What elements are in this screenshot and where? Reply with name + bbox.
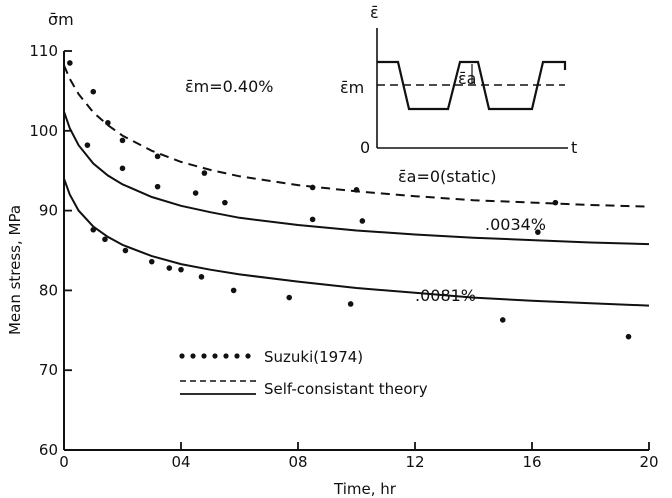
data-point [359, 218, 366, 224]
series-line-2 [63, 111, 650, 246]
legend-label-theory: Self-consistant theory [264, 380, 428, 398]
legend-dot [234, 353, 240, 359]
legend: Suzuki(1974) Self-consistant theory [179, 348, 428, 398]
inset-y-symbol: ε̄ [370, 3, 379, 22]
data-point [166, 265, 173, 271]
data-point [84, 142, 91, 148]
inset-amplitude-label: ε̄a [458, 69, 476, 88]
legend-label-suzuki: Suzuki(1974) [264, 348, 363, 366]
data-point [201, 170, 208, 176]
legend-dots-marker [179, 353, 251, 359]
x-tick-label: 12 [405, 453, 424, 471]
inset-origin-label: 0 [360, 138, 370, 157]
mean-strain-annotation: ε̄m=0.40% [185, 77, 273, 96]
data-point [90, 88, 97, 95]
x-tick-label: 08 [288, 453, 307, 471]
legend-dot [245, 353, 251, 359]
legend-dot [179, 353, 185, 359]
data-point [535, 229, 541, 235]
y-tick-label: 70 [39, 361, 58, 379]
curve-label-static: ε̄a=0(static) [398, 167, 496, 186]
y-axis-label: Mean stress, MPa [6, 205, 24, 335]
legend-dot [212, 353, 218, 359]
data-point [552, 199, 559, 206]
data-point [154, 153, 161, 160]
data-point [230, 287, 237, 294]
curve-label-0081: .0081% [415, 286, 476, 305]
x-tick-label: 16 [522, 453, 541, 471]
x-tick-label: 04 [171, 453, 190, 471]
inset-mean-label: ε̄m [340, 78, 364, 97]
data-point [119, 165, 126, 172]
data-point [222, 199, 228, 206]
data-point [105, 120, 111, 126]
y-axis-symbol: σ̄m [48, 10, 74, 29]
curves [63, 65, 650, 307]
y-tick-label: 100 [29, 122, 58, 140]
data-point [119, 137, 126, 144]
data-point [198, 274, 205, 280]
x-tick-label: 0 [59, 453, 69, 471]
series-line-3 [63, 178, 650, 307]
data-point [154, 183, 161, 190]
inset-x-label: t [571, 138, 577, 157]
data-point [90, 226, 97, 233]
data-point [353, 187, 360, 193]
data-point [309, 216, 316, 223]
y-tick-label: 60 [39, 441, 58, 459]
y-tick-label: 80 [39, 281, 58, 299]
legend-dot [223, 353, 229, 359]
data-point [67, 60, 73, 66]
data-point [309, 184, 316, 191]
series-line-1 [63, 65, 650, 208]
inset-diagram: ε̄ ε̄m ε̄a 0 t [340, 3, 577, 157]
legend-dot [201, 353, 207, 359]
data-point [102, 236, 108, 243]
data-point [286, 294, 293, 301]
data-point [178, 266, 184, 273]
data-point [625, 333, 632, 340]
x-axis-label: Time, hr [333, 480, 397, 498]
y-tick-label: 110 [29, 42, 58, 60]
inset-waveform [377, 60, 567, 111]
data-point [192, 190, 199, 196]
y-tick-label: 90 [39, 202, 58, 220]
data-point [122, 247, 129, 254]
data-point [347, 301, 354, 307]
data-point [148, 258, 155, 265]
x-tick-label: 20 [639, 453, 658, 471]
legend-dot [190, 353, 196, 359]
data-point [499, 317, 506, 323]
axes: 0 04 08 12 16 20 60 70 80 90 100 110 [29, 42, 658, 471]
curve-label-0034: .0034% [485, 215, 546, 234]
data-points [67, 60, 632, 340]
